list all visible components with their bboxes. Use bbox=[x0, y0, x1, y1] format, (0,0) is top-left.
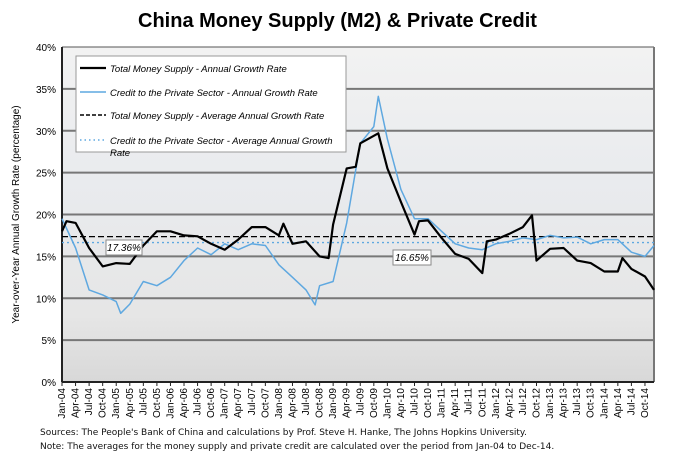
y-tick-label: 40% bbox=[36, 43, 56, 54]
x-tick-label: Oct-06 bbox=[206, 388, 217, 418]
x-tick-label: Oct-09 bbox=[369, 388, 380, 418]
x-tick-label: Jul-12 bbox=[518, 388, 529, 416]
average-label-money-supply: 17.36% bbox=[107, 243, 141, 254]
y-tick-label: 25% bbox=[36, 169, 56, 180]
series-line-money-supply bbox=[60, 132, 655, 291]
y-axis-label: Year-over-Year Annual Growth Rate (perce… bbox=[11, 105, 22, 323]
x-tick-label: Jan-08 bbox=[274, 388, 285, 419]
legend-label-line: Credit to the Private Sector - Average A… bbox=[110, 136, 332, 147]
x-tick-label: Jul-08 bbox=[301, 388, 312, 416]
x-tick-label: Jan-14 bbox=[599, 388, 610, 419]
x-tick-label: Oct-10 bbox=[423, 388, 434, 418]
x-tick-label: Apr-12 bbox=[504, 388, 515, 418]
x-tick-label: Apr-14 bbox=[613, 388, 624, 418]
y-tick-label: 15% bbox=[36, 252, 56, 263]
x-tick-label: Apr-07 bbox=[233, 388, 244, 418]
legend-label: Total Money Supply - Average Annual Grow… bbox=[110, 111, 324, 122]
x-tick-label: Jan-13 bbox=[545, 388, 556, 419]
x-tick-label: Apr-08 bbox=[287, 388, 298, 418]
x-tick-label: Oct-13 bbox=[586, 388, 597, 418]
chart-title: China Money Supply (M2) & Private Credit bbox=[138, 10, 537, 32]
x-tick-label: Oct-07 bbox=[260, 388, 271, 418]
x-tick-label: Jan-12 bbox=[491, 388, 502, 419]
x-tick-label: Jan-09 bbox=[328, 388, 339, 419]
legend-label: Credit to the Private Sector - Average A… bbox=[110, 136, 332, 159]
x-tick-label: Jul-05 bbox=[138, 388, 149, 416]
x-tick-label: Jul-10 bbox=[409, 388, 420, 416]
y-tick-label: 10% bbox=[36, 294, 56, 305]
legend-label-line: Rate bbox=[110, 148, 130, 159]
x-tick-label: Jan-10 bbox=[382, 388, 393, 419]
legend-label: Credit to the Private Sector - Annual Gr… bbox=[110, 88, 318, 99]
x-tick-label: Jan-05 bbox=[111, 388, 122, 419]
average-label-private-credit-box bbox=[392, 249, 432, 266]
x-tick-label: Oct-08 bbox=[315, 388, 326, 418]
legend-label: Total Money Supply - Annual Growth Rate bbox=[110, 64, 287, 75]
x-tick-label: Jan-06 bbox=[165, 388, 176, 419]
average-label-private-credit: 16.65% bbox=[395, 253, 429, 264]
x-tick-label: Jul-07 bbox=[247, 388, 258, 416]
sources-note: Sources: The People's Bank of China and … bbox=[40, 428, 527, 438]
average-label-money-supply-box bbox=[105, 239, 143, 256]
x-tick-label: Apr-09 bbox=[342, 388, 353, 418]
x-tick-label: Oct-12 bbox=[532, 388, 543, 418]
x-tick-label: Apr-06 bbox=[179, 388, 190, 418]
x-tick-label: Jul-09 bbox=[355, 388, 366, 416]
y-tick-label: 30% bbox=[36, 127, 56, 138]
x-tick-label: Jul-14 bbox=[626, 388, 637, 416]
x-tick-label: Apr-10 bbox=[396, 388, 407, 418]
x-tick-label: Jul-06 bbox=[193, 388, 204, 416]
averages-note: Note: The averages for the money supply … bbox=[40, 442, 555, 452]
x-tick-label: Apr-04 bbox=[71, 388, 82, 418]
legend bbox=[75, 55, 347, 153]
x-tick-label: Jan-11 bbox=[437, 388, 448, 418]
series-line-private-credit bbox=[61, 95, 655, 315]
x-tick-label: Oct-04 bbox=[98, 388, 109, 418]
x-tick-label: Apr-05 bbox=[125, 388, 136, 418]
x-tick-label: Oct-05 bbox=[152, 388, 163, 418]
y-tick-label: 0% bbox=[42, 378, 57, 389]
x-tick-label: Jul-04 bbox=[84, 388, 95, 416]
x-tick-label: Oct-14 bbox=[640, 388, 651, 418]
x-tick-label: Jan-04 bbox=[57, 388, 68, 419]
x-tick-label: Oct-11 bbox=[477, 388, 488, 418]
y-tick-label: 35% bbox=[36, 85, 56, 96]
x-tick-label: Jan-07 bbox=[220, 388, 231, 419]
x-tick-label: Jul-11 bbox=[464, 388, 475, 415]
y-tick-label: 5% bbox=[42, 336, 57, 347]
x-tick-label: Apr-13 bbox=[559, 388, 570, 418]
y-tick-label: 20% bbox=[36, 211, 56, 222]
x-tick-label: Apr-11 bbox=[450, 388, 461, 418]
x-tick-label: Jul-13 bbox=[572, 388, 583, 416]
